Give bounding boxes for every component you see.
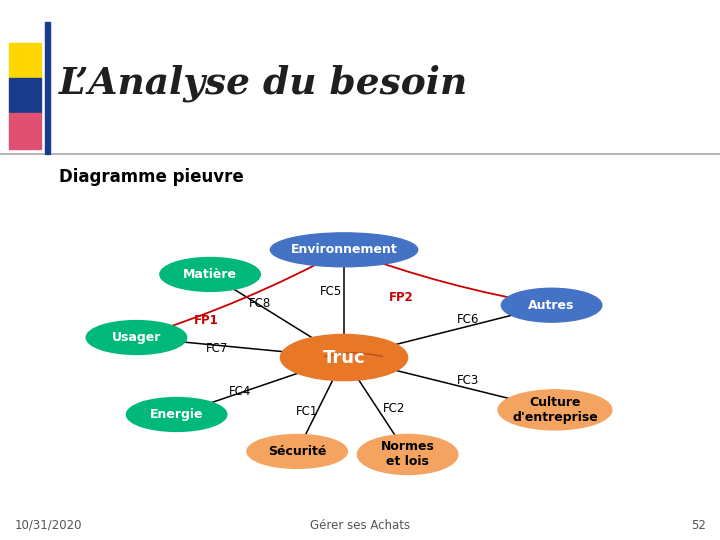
Ellipse shape — [247, 435, 347, 468]
Text: L’Analyse du besoin: L’Analyse du besoin — [59, 65, 468, 103]
Text: FC2: FC2 — [383, 402, 405, 415]
Ellipse shape — [271, 233, 418, 267]
Text: FC6: FC6 — [456, 313, 479, 326]
Bar — [9, 113, 41, 148]
Ellipse shape — [357, 435, 458, 475]
Ellipse shape — [501, 288, 602, 322]
Ellipse shape — [86, 321, 186, 354]
Text: Culture
d'entreprise: Culture d'entreprise — [512, 396, 598, 424]
Text: 52: 52 — [690, 519, 706, 532]
Text: FC7: FC7 — [206, 342, 228, 355]
Text: Energie: Energie — [150, 408, 203, 421]
Text: FP2: FP2 — [389, 291, 413, 304]
Text: Truc: Truc — [323, 348, 365, 367]
Text: Gérer ses Achats: Gérer ses Achats — [310, 519, 410, 532]
Text: Matière: Matière — [183, 268, 237, 281]
Text: Normes
et lois: Normes et lois — [381, 441, 435, 469]
Ellipse shape — [160, 258, 261, 292]
Text: Diagramme pieuvre: Diagramme pieuvre — [59, 168, 244, 186]
Bar — [9, 78, 41, 113]
Text: FC3: FC3 — [456, 374, 479, 387]
Bar — [9, 43, 41, 78]
Ellipse shape — [280, 334, 408, 381]
Text: FC5: FC5 — [320, 285, 342, 298]
Text: FC8: FC8 — [249, 297, 271, 310]
Ellipse shape — [127, 397, 227, 431]
Text: FC4: FC4 — [229, 385, 251, 398]
Text: FC1: FC1 — [296, 405, 318, 418]
Bar — [45, 22, 50, 154]
Text: FP1: FP1 — [194, 314, 219, 327]
Text: Sécurité: Sécurité — [268, 445, 326, 458]
Text: Usager: Usager — [112, 331, 161, 344]
Text: 10/31/2020: 10/31/2020 — [14, 519, 82, 532]
Text: Autres: Autres — [528, 299, 575, 312]
Text: Environnement: Environnement — [291, 244, 397, 256]
Ellipse shape — [498, 390, 612, 430]
